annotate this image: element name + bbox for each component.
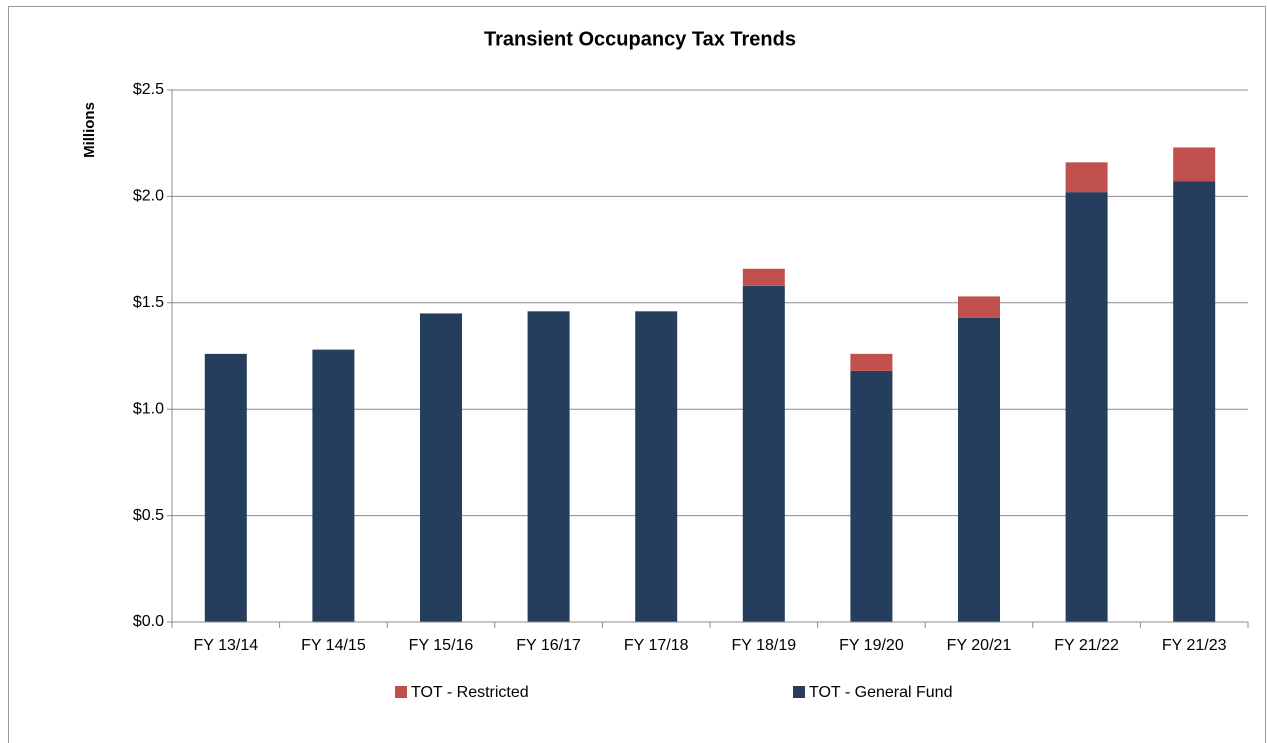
bar-segment bbox=[850, 353, 893, 371]
y-tick-label: $1.5 bbox=[133, 294, 164, 311]
x-tick-label: FY 14/15 bbox=[301, 637, 366, 654]
y-tick-label: $2.5 bbox=[133, 81, 164, 98]
bar-segment bbox=[204, 353, 247, 622]
legend-swatch bbox=[395, 686, 407, 698]
chart-title: Transient Occupancy Tax Trends bbox=[484, 28, 796, 50]
legend-swatch bbox=[793, 686, 805, 698]
y-tick-label: $0.5 bbox=[133, 507, 164, 524]
bar-segment bbox=[850, 370, 893, 622]
bar-segment bbox=[527, 311, 570, 622]
bar-segment bbox=[1173, 147, 1216, 182]
legend-label: TOT - Restricted bbox=[411, 684, 529, 701]
bar-segment bbox=[1173, 181, 1216, 622]
x-tick-label: FY 17/18 bbox=[624, 637, 689, 654]
x-tick-label: FY 21/23 bbox=[1162, 637, 1227, 654]
x-tick-label: FY 18/19 bbox=[731, 637, 796, 654]
bar-segment bbox=[958, 317, 1000, 622]
y-axis-label: Millions bbox=[81, 102, 98, 158]
bar-segment bbox=[1065, 192, 1108, 623]
legend-label: TOT - General Fund bbox=[809, 684, 952, 701]
bar-segment bbox=[420, 313, 462, 622]
bar-segment bbox=[635, 311, 678, 622]
y-tick-label: $0.0 bbox=[133, 613, 164, 630]
x-tick-label: FY 16/17 bbox=[516, 637, 581, 654]
x-tick-label: FY 13/14 bbox=[193, 637, 258, 654]
bar-segment bbox=[958, 296, 1000, 318]
bar-segment bbox=[742, 285, 785, 622]
x-tick-label: FY 15/16 bbox=[409, 637, 474, 654]
bar-segment bbox=[312, 349, 355, 622]
x-tick-label: FY 20/21 bbox=[947, 637, 1012, 654]
x-tick-label: FY 19/20 bbox=[839, 637, 904, 654]
y-tick-label: $2.0 bbox=[133, 188, 164, 205]
y-tick-label: $1.0 bbox=[133, 400, 164, 417]
x-tick-label: FY 21/22 bbox=[1054, 637, 1119, 654]
bar-segment bbox=[1065, 162, 1108, 193]
bar-segment bbox=[742, 268, 785, 286]
